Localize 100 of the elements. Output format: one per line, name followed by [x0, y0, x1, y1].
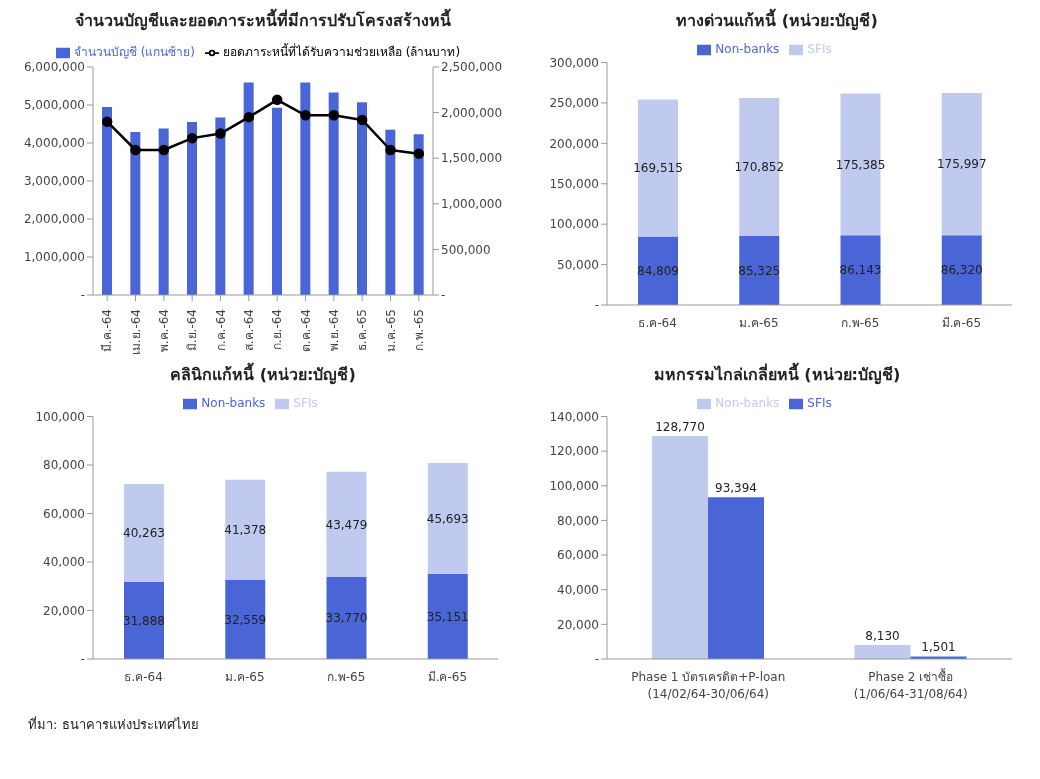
data-label: 84,809 [637, 263, 679, 278]
y-tick-label: 150,000 [549, 177, 599, 192]
bar [328, 92, 339, 295]
x-tick-label: มี.ค-65 [941, 316, 982, 330]
point [271, 94, 283, 106]
bar [854, 644, 911, 659]
y-tick-label: 80,000 [43, 458, 85, 473]
x-tick-label: มี.ค.-64 [100, 309, 115, 353]
x-tick-label: Phase 1 บัตรเครดิต+P-loan (14/02/64-30/06/64) [631, 670, 786, 701]
x-tick-label: ม.ค.-65 [383, 309, 398, 353]
bar [357, 102, 367, 295]
y-tick-label: 60,000 [43, 506, 85, 521]
x-tick-label: ต.ค.-64 [298, 309, 313, 353]
y2-tick-label: 1,000,000 [441, 197, 503, 212]
data-label: 169,515 [633, 161, 683, 176]
bar [708, 497, 764, 659]
bar [300, 82, 311, 295]
data-label: 1,501 [921, 640, 956, 655]
y2-tick-label: - [441, 288, 446, 303]
data-label: 170,852 [734, 160, 785, 175]
y-tick-label: 120,000 [549, 444, 599, 459]
point [385, 144, 396, 156]
legend-label: Non-banks [715, 42, 780, 56]
y-tick-label: 20,000 [557, 617, 599, 632]
x-tick-label: ก.ย.-64 [270, 309, 285, 351]
data-label: 128,770 [655, 419, 705, 434]
text: ที่มา: ธนาคารแห่งประเทศไทย [28, 715, 200, 734]
y-tick-label: 3,000,000 [23, 174, 85, 189]
bar [326, 577, 367, 659]
data-label: 86,143 [839, 263, 882, 278]
legend-label: SFIs [807, 396, 832, 410]
bar [187, 122, 197, 295]
x-tick-label: ธ.ค.-65 [355, 309, 370, 352]
bar [840, 235, 881, 305]
x-tick-label: ม.ค-65 [225, 670, 265, 684]
point [186, 132, 198, 144]
y-tick-label: 100,000 [35, 409, 85, 424]
y-tick-label: - [594, 298, 599, 313]
bar [124, 581, 164, 659]
chart-title: มหกรรมไกล่เกลี่ยหนี้ (หน่วย:บัญชี) [652, 362, 902, 386]
y-tick-label: 300,000 [549, 55, 599, 70]
y-tick-label: - [80, 288, 85, 303]
data-label: 45,693 [426, 511, 469, 526]
y-tick-label: - [80, 652, 85, 667]
point [130, 144, 141, 156]
bar [272, 107, 282, 295]
data-label: 85,325 [738, 263, 781, 278]
y-tick-label: 80,000 [557, 513, 599, 528]
bar [652, 435, 708, 659]
x-tick-label: ธ.ค-64 [638, 316, 677, 330]
x-tick-label: พ.ค.-64 [156, 309, 171, 353]
chart-title: จำนวนบัญชีและยอดภาระหนี้ที่มีการปรับโครงสร้างหนี้ [74, 8, 452, 32]
x-tick-label: มิ.ย.-64 [185, 309, 200, 352]
x-tick-label: ก.พ-65 [840, 316, 880, 330]
y-tick-label: 140,000 [549, 409, 599, 424]
x-tick-label: ก.พ.-65 [411, 309, 426, 352]
y-tick-label: 1,000,000 [23, 250, 85, 265]
data-label: 40,263 [123, 526, 165, 541]
x-tick-label: ก.พ-65 [326, 670, 366, 684]
y-tick-label: 60,000 [557, 548, 599, 563]
legend-label: จำนวนบัญชี (แกนซ้าย) [73, 45, 195, 59]
legend-label: SFIs [293, 396, 318, 410]
y-tick-label: 40,000 [43, 555, 85, 570]
data-label: 93,394 [715, 481, 757, 496]
data-label: 8,130 [865, 628, 900, 643]
point [356, 114, 368, 126]
bar [225, 479, 266, 581]
data-label: 175,997 [936, 157, 987, 172]
point [101, 116, 113, 127]
chart-title: คลินิกแก้หนี้ (หน่วย:บัญชี) [169, 362, 357, 386]
y2-tick-label: 1,500,000 [441, 151, 503, 166]
x-tick-label: มี.ค-65 [427, 670, 468, 684]
x-tick-label: Phase 2 เช่าซื้อ (1/06/64-31/08/64) [853, 668, 968, 701]
y-tick-label: 100,000 [549, 479, 599, 494]
data-label: 175,385 [835, 157, 886, 172]
point [300, 110, 311, 121]
chart-title: ทางด่วนแก้หนี้ (หน่วย:บัญชี) [675, 8, 879, 32]
point [328, 110, 340, 121]
x-tick-label: ธ.ค-64 [124, 670, 163, 684]
bar [638, 236, 678, 305]
bar [326, 471, 367, 578]
bar [124, 484, 164, 582]
y2-tick-label: 2,500,000 [441, 60, 503, 75]
point [158, 144, 170, 156]
y-tick-label: 5,000,000 [23, 98, 85, 113]
point [243, 111, 255, 123]
x-tick-label: พ.ย.-64 [326, 309, 341, 352]
x-tick-label: ม.ค-65 [739, 316, 779, 330]
legend-label: ยอดภาระหนี้ที่ได้รับความช่วยเหลือ (ล้านบาท) [223, 45, 461, 59]
data-label: 43,479 [325, 517, 368, 532]
bar [413, 134, 424, 295]
y-tick-label: 2,000,000 [23, 212, 85, 227]
bar [385, 129, 396, 295]
y-tick-label: 6,000,000 [23, 60, 85, 75]
legend-label: SFIs [807, 42, 832, 56]
y2-tick-label: 500,000 [441, 242, 491, 257]
x-tick-label: เม.ย.-64 [128, 309, 143, 356]
y-tick-label: 250,000 [549, 96, 599, 111]
y-tick-label: 100,000 [549, 217, 599, 232]
y-tick-label: 20,000 [43, 603, 85, 618]
